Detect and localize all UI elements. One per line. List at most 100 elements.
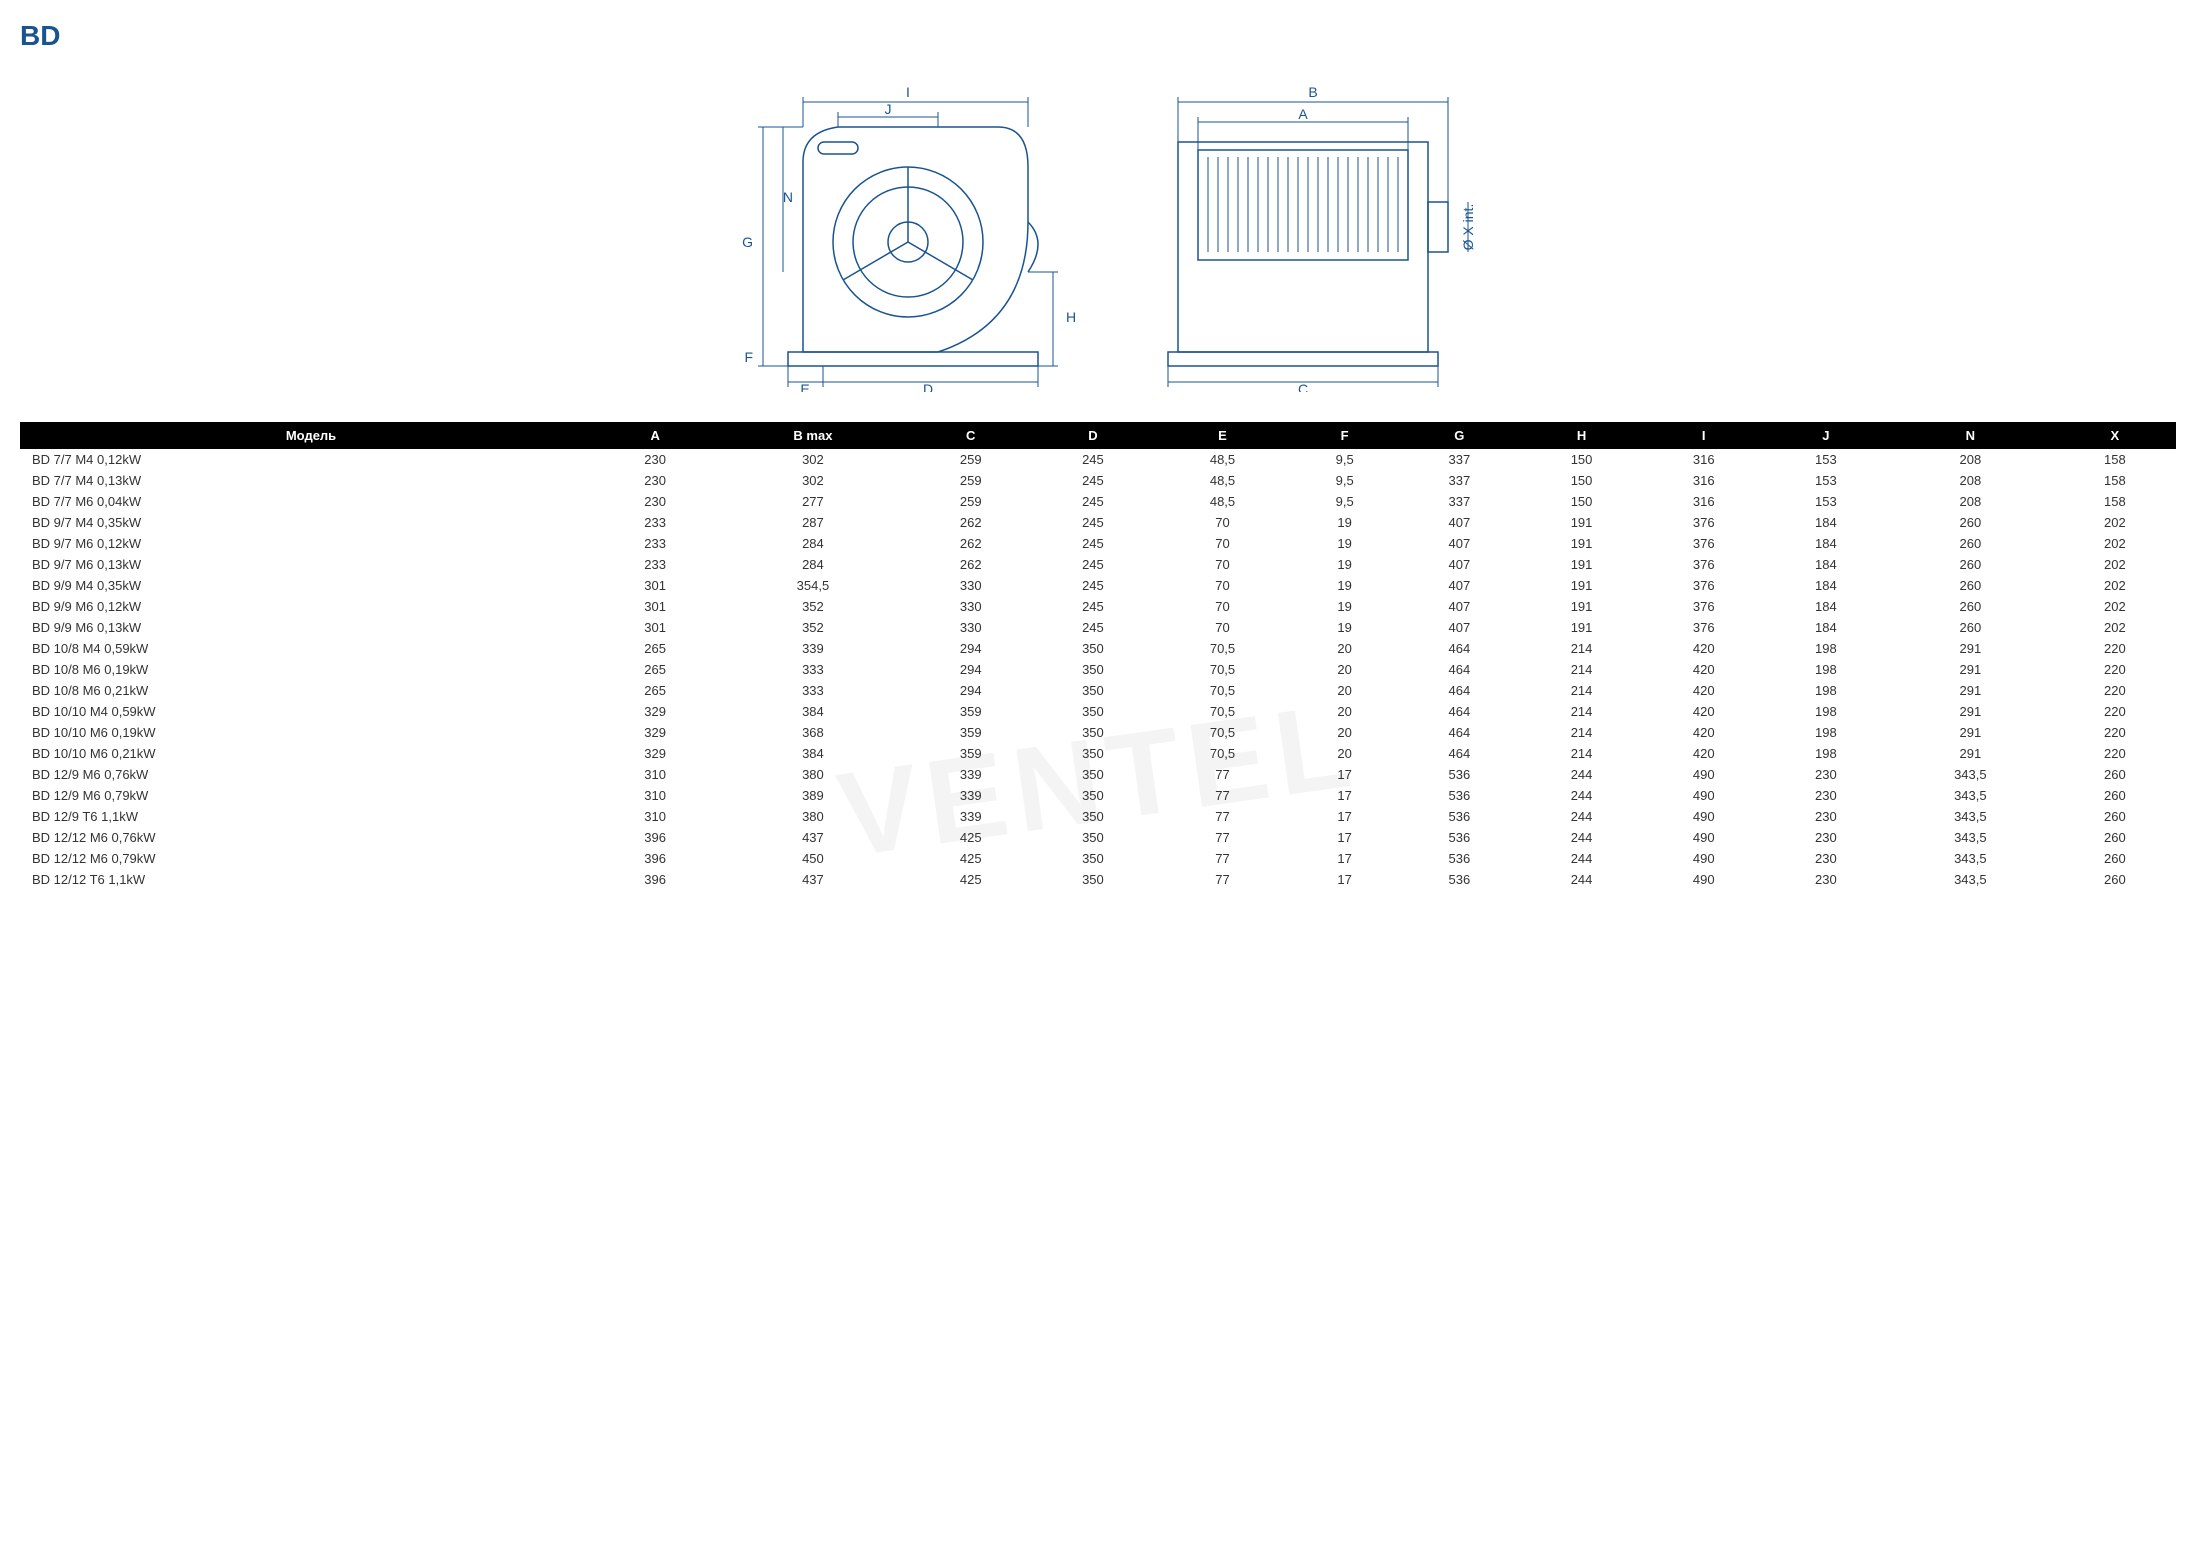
table-cell: 198 xyxy=(1765,722,1887,743)
table-cell: 245 xyxy=(1032,449,1154,470)
table-cell: 245 xyxy=(1032,491,1154,512)
diagrams-container: I J N G F E D H xyxy=(20,72,2176,392)
table-cell: 284 xyxy=(716,533,909,554)
table-cell: 368 xyxy=(716,722,909,743)
table-cell: 330 xyxy=(910,575,1032,596)
table-cell: 150 xyxy=(1520,491,1642,512)
table-cell: 343,5 xyxy=(1887,785,2054,806)
table-cell: 19 xyxy=(1291,533,1398,554)
table-cell: 490 xyxy=(1643,848,1765,869)
table-cell: 407 xyxy=(1398,617,1520,638)
table-cell: 77 xyxy=(1154,764,1291,785)
table-cell: 301 xyxy=(594,596,716,617)
table-cell: BD 12/9 T6 1,1kW xyxy=(20,806,594,827)
table-cell: 350 xyxy=(1032,764,1154,785)
table-cell: 260 xyxy=(2054,827,2176,848)
table-cell: 19 xyxy=(1291,554,1398,575)
table-cell: 20 xyxy=(1291,659,1398,680)
table-cell: 376 xyxy=(1643,575,1765,596)
table-cell: BD 10/10 M6 0,19kW xyxy=(20,722,594,743)
table-cell: 262 xyxy=(910,512,1032,533)
table-cell: 291 xyxy=(1887,680,2054,701)
table-cell: BD 7/7 M4 0,12kW xyxy=(20,449,594,470)
table-row: BD 9/7 M6 0,12kW233284262245701940719137… xyxy=(20,533,2176,554)
table-cell: 343,5 xyxy=(1887,764,2054,785)
table-cell: 337 xyxy=(1398,491,1520,512)
table-body: BD 7/7 M4 0,12kW23030225924548,59,533715… xyxy=(20,449,2176,890)
table-cell: 230 xyxy=(1765,827,1887,848)
table-cell: 230 xyxy=(1765,806,1887,827)
table-column-header: F xyxy=(1291,422,1398,449)
table-cell: 19 xyxy=(1291,617,1398,638)
dimensions-table: МодельAB maxCDEFGHIJNX BD 7/7 M4 0,12kW2… xyxy=(20,422,2176,890)
table-cell: 70,5 xyxy=(1154,722,1291,743)
table-cell: 420 xyxy=(1643,680,1765,701)
table-row: BD 7/7 M4 0,12kW23030225924548,59,533715… xyxy=(20,449,2176,470)
table-cell: 245 xyxy=(1032,596,1154,617)
table-cell: 220 xyxy=(2054,659,2176,680)
table-cell: 350 xyxy=(1032,701,1154,722)
table-cell: 70 xyxy=(1154,575,1291,596)
table-cell: BD 7/7 M6 0,04kW xyxy=(20,491,594,512)
table-row: BD 10/8 M6 0,19kW26533329435070,52046421… xyxy=(20,659,2176,680)
table-cell: 343,5 xyxy=(1887,848,2054,869)
table-cell: 70 xyxy=(1154,617,1291,638)
table-cell: 350 xyxy=(1032,827,1154,848)
table-cell: 233 xyxy=(594,533,716,554)
table-cell: 260 xyxy=(2054,764,2176,785)
table-cell: 352 xyxy=(716,596,909,617)
table-row: BD 10/10 M6 0,19kW32936835935070,5204642… xyxy=(20,722,2176,743)
table-cell: 17 xyxy=(1291,848,1398,869)
table-cell: 265 xyxy=(594,680,716,701)
table-cell: 376 xyxy=(1643,596,1765,617)
table-cell: BD 10/8 M4 0,59kW xyxy=(20,638,594,659)
table-cell: 233 xyxy=(594,512,716,533)
table-cell: 184 xyxy=(1765,512,1887,533)
table-cell: 70,5 xyxy=(1154,743,1291,764)
table-cell: 245 xyxy=(1032,617,1154,638)
table-cell: 330 xyxy=(910,596,1032,617)
table-cell: 70 xyxy=(1154,512,1291,533)
table-cell: 48,5 xyxy=(1154,470,1291,491)
table-cell: 376 xyxy=(1643,617,1765,638)
table-cell: 359 xyxy=(910,701,1032,722)
dim-label-A: A xyxy=(1298,106,1308,122)
table-cell: 329 xyxy=(594,722,716,743)
table-cell: 220 xyxy=(2054,680,2176,701)
diagram-side: B A C Ø X int. xyxy=(1128,72,1488,392)
dim-label-E: E xyxy=(800,381,809,392)
table-cell: 158 xyxy=(2054,491,2176,512)
table-cell: 259 xyxy=(910,491,1032,512)
table-cell: 350 xyxy=(1032,743,1154,764)
table-cell: 302 xyxy=(716,470,909,491)
table-cell: 220 xyxy=(2054,722,2176,743)
table-cell: 230 xyxy=(1765,785,1887,806)
table-cell: 329 xyxy=(594,701,716,722)
table-cell: BD 9/9 M6 0,12kW xyxy=(20,596,594,617)
table-cell: 198 xyxy=(1765,638,1887,659)
table-row: BD 10/10 M6 0,21kW32938435935070,5204642… xyxy=(20,743,2176,764)
table-cell: 245 xyxy=(1032,554,1154,575)
table-cell: 384 xyxy=(716,701,909,722)
table-cell: 407 xyxy=(1398,575,1520,596)
table-cell: BD 12/12 M6 0,76kW xyxy=(20,827,594,848)
table-cell: 259 xyxy=(910,470,1032,491)
table-cell: 214 xyxy=(1520,743,1642,764)
front-svg: I J N G F E D H xyxy=(708,72,1088,392)
table-cell: 284 xyxy=(716,554,909,575)
table-cell: 337 xyxy=(1398,449,1520,470)
table-cell: 245 xyxy=(1032,470,1154,491)
table-cell: 287 xyxy=(716,512,909,533)
table-cell: 77 xyxy=(1154,785,1291,806)
table-cell: 330 xyxy=(910,617,1032,638)
table-cell: 245 xyxy=(1032,533,1154,554)
table-cell: 464 xyxy=(1398,638,1520,659)
table-cell: 260 xyxy=(1887,554,2054,575)
table-cell: 389 xyxy=(716,785,909,806)
table-cell: 208 xyxy=(1887,449,2054,470)
table-cell: 150 xyxy=(1520,470,1642,491)
table-column-header: H xyxy=(1520,422,1642,449)
table-cell: 464 xyxy=(1398,722,1520,743)
table-cell: 20 xyxy=(1291,701,1398,722)
table-cell: 291 xyxy=(1887,722,2054,743)
